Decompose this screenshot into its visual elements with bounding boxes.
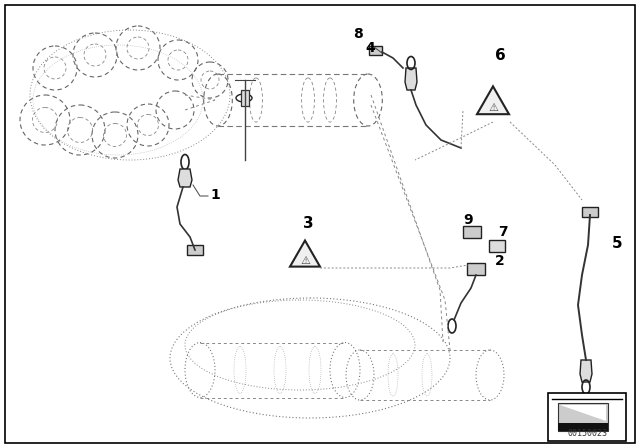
FancyBboxPatch shape xyxy=(369,46,382,55)
Text: 3: 3 xyxy=(303,216,314,231)
Text: 4: 4 xyxy=(365,41,375,55)
Text: ⚠: ⚠ xyxy=(300,256,310,266)
FancyBboxPatch shape xyxy=(582,207,598,217)
FancyBboxPatch shape xyxy=(241,90,249,106)
Text: 5: 5 xyxy=(612,236,622,251)
Polygon shape xyxy=(178,169,192,187)
Text: 1: 1 xyxy=(210,188,220,202)
Polygon shape xyxy=(560,405,606,421)
Text: 9: 9 xyxy=(463,213,473,227)
Text: 8: 8 xyxy=(353,27,363,41)
Text: 2: 2 xyxy=(495,254,505,268)
FancyBboxPatch shape xyxy=(187,245,203,255)
Text: 6: 6 xyxy=(495,48,506,63)
Text: ⚠: ⚠ xyxy=(488,103,498,113)
FancyBboxPatch shape xyxy=(463,226,481,238)
Polygon shape xyxy=(558,403,608,431)
FancyBboxPatch shape xyxy=(489,240,505,252)
Polygon shape xyxy=(477,86,509,114)
Polygon shape xyxy=(558,423,608,431)
Text: 00150023: 00150023 xyxy=(567,429,607,438)
Bar xyxy=(548,393,626,441)
Text: 7: 7 xyxy=(498,225,508,239)
Polygon shape xyxy=(405,68,417,90)
Polygon shape xyxy=(290,241,320,267)
Polygon shape xyxy=(580,360,592,382)
FancyBboxPatch shape xyxy=(467,263,485,275)
